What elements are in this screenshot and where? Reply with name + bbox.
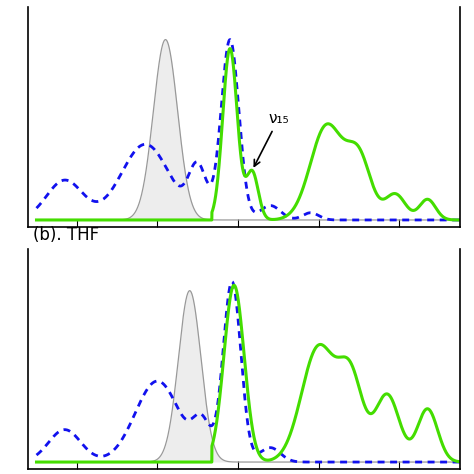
Text: ν₁₅: ν₁₅ xyxy=(254,111,289,166)
Text: (b). THF: (b). THF xyxy=(33,226,100,244)
